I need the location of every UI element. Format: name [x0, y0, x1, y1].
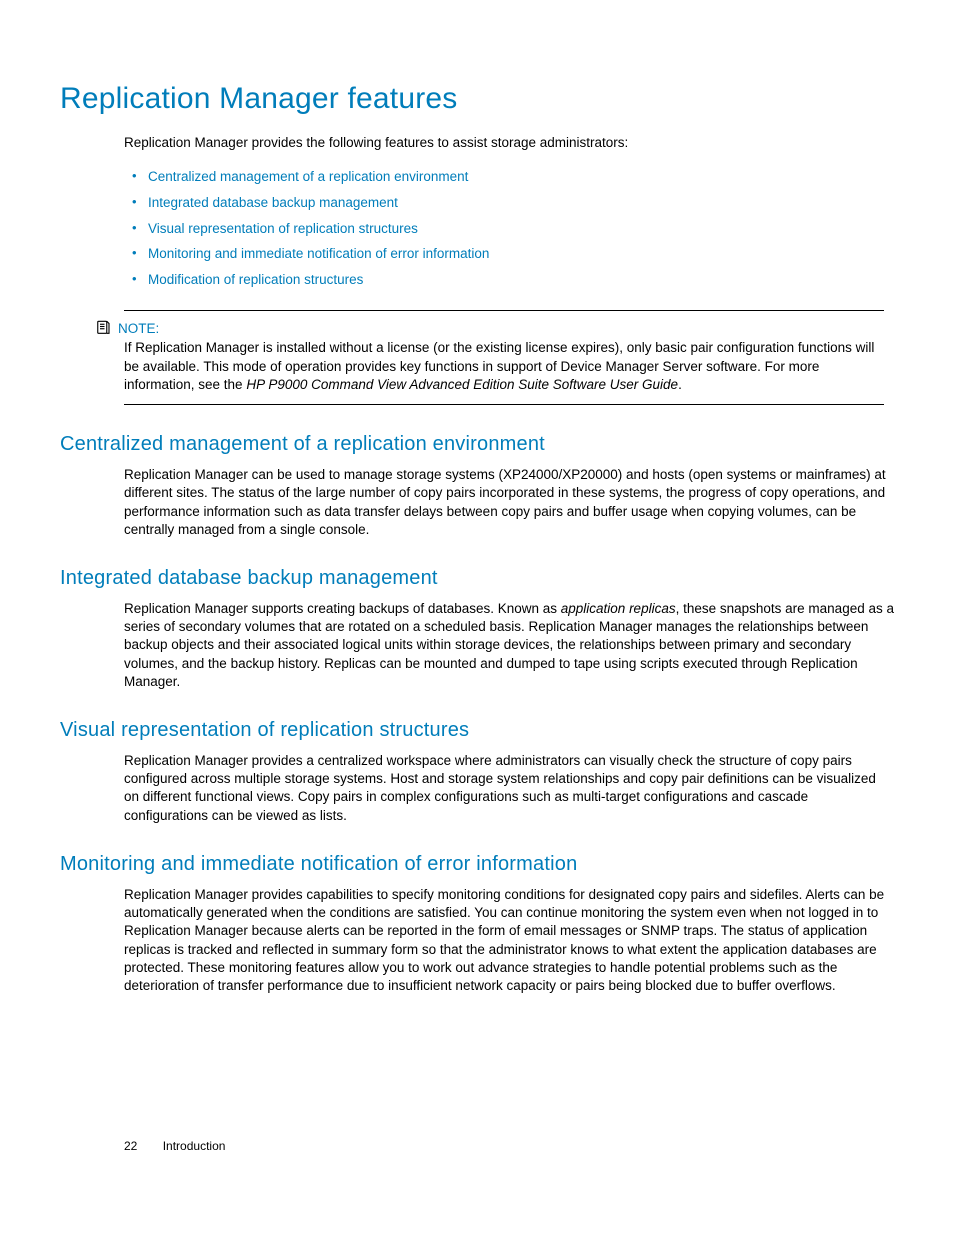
note-icon — [94, 319, 112, 337]
list-item-label: Centralized management of a replication … — [148, 169, 468, 184]
page-title: Replication Manager features — [60, 82, 894, 116]
list-item-label: Monitoring and immediate notification of… — [148, 246, 489, 261]
note-label: NOTE: — [118, 321, 159, 336]
document-page: Replication Manager features Replication… — [0, 0, 954, 1035]
list-item[interactable]: Monitoring and immediate notification of… — [124, 241, 894, 267]
section-heading-integrated: Integrated database backup management — [60, 567, 894, 590]
section-body: Replication Manager provides a centraliz… — [124, 752, 894, 825]
section-body: Replication Manager supports creating ba… — [124, 600, 894, 691]
note-text-post: . — [678, 377, 682, 392]
list-item[interactable]: Centralized management of a replication … — [124, 164, 894, 190]
body-text-pre: Replication Manager supports creating ba… — [124, 601, 561, 616]
horizontal-rule — [124, 404, 884, 405]
page-number: 22 — [124, 1139, 137, 1153]
list-item[interactable]: Visual representation of replication str… — [124, 216, 894, 242]
list-item-label: Integrated database backup management — [148, 195, 398, 210]
section-body: Replication Manager can be used to manag… — [124, 466, 894, 539]
note-header: NOTE: — [94, 319, 884, 337]
note-body: If Replication Manager is installed with… — [124, 339, 884, 394]
section-heading-centralized: Centralized management of a replication … — [60, 433, 894, 456]
page-footer: 22 Introduction — [124, 1139, 225, 1153]
list-item-label: Visual representation of replication str… — [148, 221, 418, 236]
note-callout: NOTE: If Replication Manager is installe… — [124, 310, 884, 405]
list-item[interactable]: Integrated database backup management — [124, 190, 894, 216]
footer-section-name: Introduction — [163, 1139, 226, 1153]
section-heading-visual: Visual representation of replication str… — [60, 719, 894, 742]
intro-paragraph: Replication Manager provides the followi… — [124, 134, 894, 152]
section-body: Replication Manager provides capabilitie… — [124, 886, 894, 995]
list-item-label: Modification of replication structures — [148, 272, 363, 287]
feature-list: Centralized management of a replication … — [124, 164, 894, 292]
section-heading-monitoring: Monitoring and immediate notification of… — [60, 853, 894, 876]
horizontal-rule — [124, 310, 884, 311]
list-item[interactable]: Modification of replication structures — [124, 267, 894, 293]
body-text-italic: application replicas — [561, 601, 676, 616]
note-text-italic: HP P9000 Command View Advanced Edition S… — [246, 377, 678, 392]
